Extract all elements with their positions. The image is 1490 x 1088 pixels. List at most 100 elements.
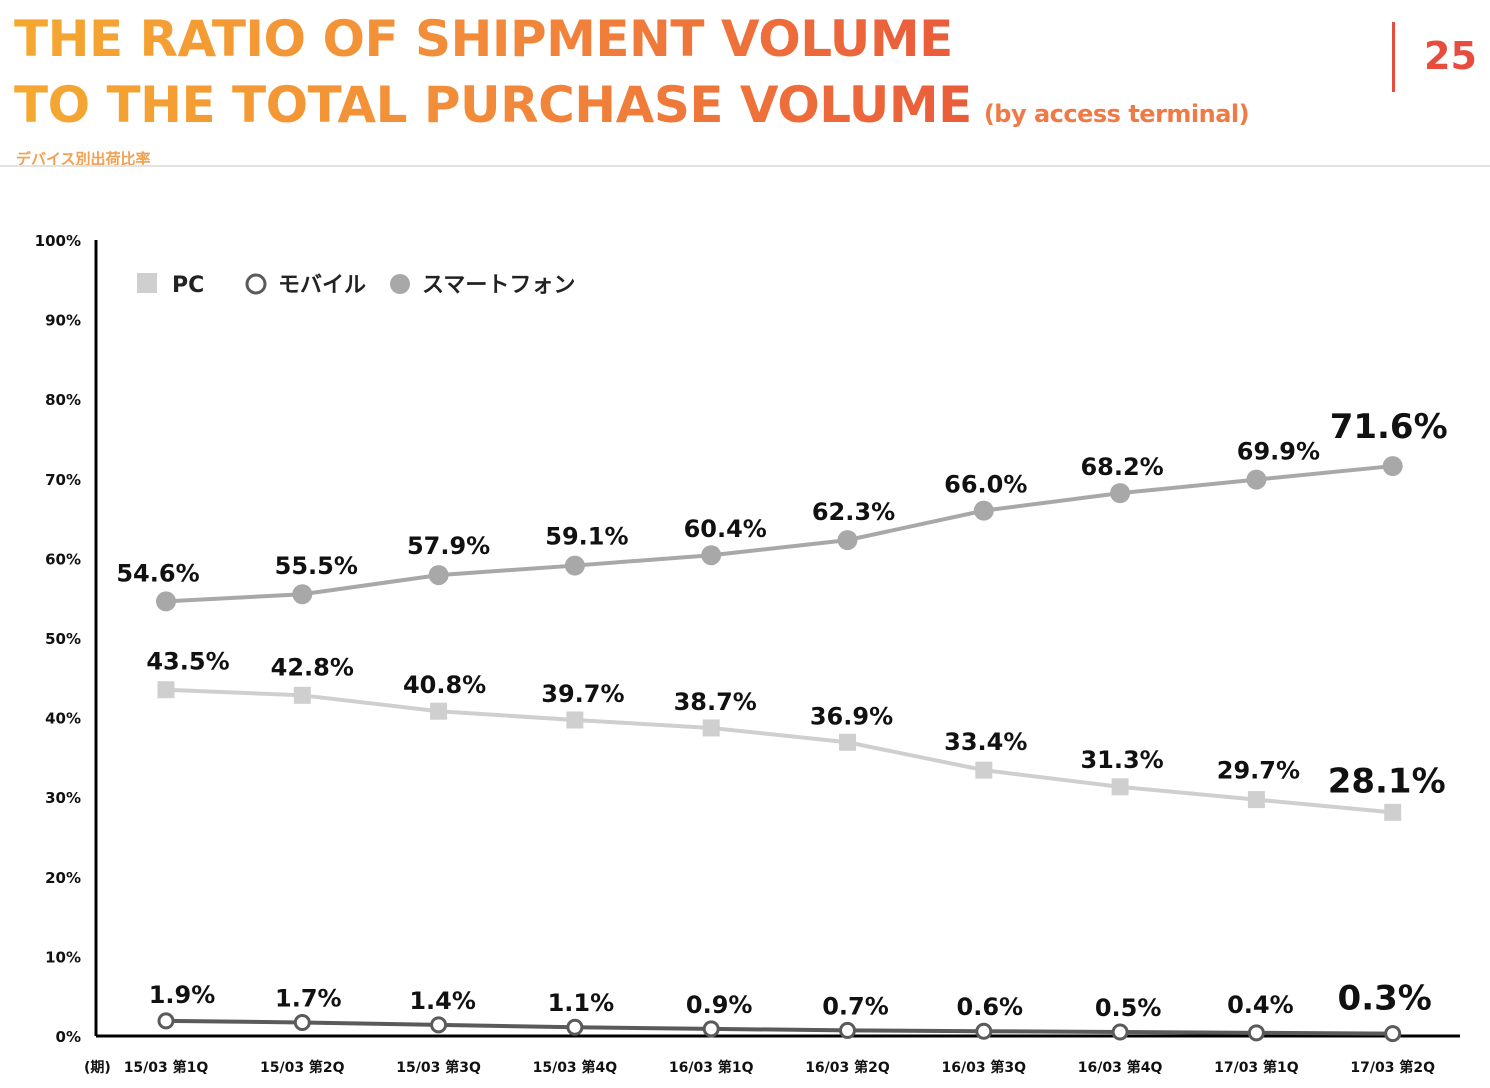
data-point-pc [1247, 791, 1265, 809]
data-label-pc: 39.7% [541, 680, 624, 708]
data-point-pc [839, 733, 856, 751]
x-tick-label: 15/03 第2Q [260, 1059, 345, 1076]
legend-mobile-icon [245, 273, 267, 295]
chart-axes [94, 240, 1460, 1038]
legend-pc-icon [137, 273, 157, 293]
y-tick-label: 10% [45, 948, 81, 966]
data-point-mobile [1111, 1023, 1129, 1041]
data-point-smartphone [1382, 456, 1403, 477]
data-label-pc: 33.4% [944, 728, 1027, 756]
data-point-smartphone [701, 545, 722, 566]
data-point-smartphone [156, 591, 176, 612]
x-tick-label: 17/03 第1Q [1214, 1059, 1299, 1076]
data-label-mobile: 1.9% [149, 981, 216, 1009]
x-axis-prefix: (期) [84, 1060, 111, 1076]
y-tick-label: 30% [45, 789, 81, 807]
data-point-mobile [702, 1020, 720, 1038]
data-point-pc [1111, 778, 1129, 796]
data-point-pc [702, 719, 720, 737]
data-label-smartphone: 66.0% [944, 471, 1027, 499]
japanese-subtitle: デバイス別出荷比率 [16, 150, 151, 168]
data-label-mobile: 0.3% [1338, 979, 1432, 1019]
y-tick-label: 70% [45, 471, 81, 489]
data-label-pc: 36.9% [810, 702, 893, 730]
page-subtitle: (by access terminal) [983, 100, 1250, 128]
data-point-mobile [975, 1022, 993, 1040]
data-label-pc: 31.3% [1080, 746, 1163, 774]
data-labels: 43.5% 42.8% 40.8% 39.7% 38.7% 36.9% 33.4% 31.3%… [116, 407, 1447, 1022]
data-label-mobile: 1.7% [275, 984, 342, 1012]
page-title-line-2: TO THE TOTAL PURCHASE VOLUME (by access t… [14, 80, 1250, 130]
data-point-smartphone [973, 500, 994, 521]
data-label-smartphone: 57.9% [407, 532, 490, 560]
data-label-smartphone: 62.3% [812, 498, 895, 526]
data-point-pc [157, 681, 175, 699]
data-label-pc: 42.8% [271, 653, 354, 681]
data-point-smartphone [428, 565, 449, 586]
data-label-mobile: 1.1% [548, 989, 615, 1017]
x-tick-labels: (期) 15/03 第1Q 15/03 第2Q 15/03 第3Q 15/03 第4Q 1… [84, 1059, 1435, 1076]
series-line-mobile [165, 1018, 1393, 1036]
data-point-mobile [566, 1018, 584, 1036]
data-label-mobile: 1.4% [409, 987, 476, 1015]
x-tick-label: 15/03 第4Q [533, 1059, 618, 1076]
data-label-smartphone: 54.6% [116, 559, 199, 587]
data-point-mobile [1247, 1024, 1265, 1042]
data-point-smartphone [837, 530, 858, 551]
data-point-smartphone [1110, 483, 1131, 504]
y-tick-label: 0% [56, 1028, 81, 1046]
x-tick-label: 15/03 第3Q [396, 1059, 481, 1076]
page-number-separator [1392, 22, 1395, 92]
x-tick-label: 17/03 第2Q [1350, 1059, 1435, 1076]
data-point-smartphone [292, 584, 313, 605]
data-point-pc [293, 686, 311, 704]
page-number: 25 [1424, 34, 1477, 78]
data-label-smartphone: 71.6% [1330, 407, 1448, 447]
data-label-pc: 38.7% [674, 688, 757, 716]
data-label-smartphone: 69.9% [1237, 438, 1320, 466]
legend-smartphone-icon [390, 274, 410, 294]
y-tick-label: 40% [45, 710, 81, 728]
header-divider [0, 165, 1490, 167]
y-tick-label: 90% [45, 312, 81, 330]
series-line-pc [165, 687, 1393, 815]
series-markers [156, 456, 1403, 1043]
data-label-smartphone: 55.5% [275, 552, 358, 580]
data-point-mobile [839, 1021, 856, 1039]
data-point-mobile [293, 1013, 311, 1031]
y-tick-label: 20% [45, 869, 81, 887]
data-label-smartphone: 59.1% [545, 523, 628, 551]
data-label-pc: 28.1% [1328, 761, 1446, 801]
data-label-pc: 43.5% [146, 648, 229, 676]
data-point-smartphone [564, 555, 585, 576]
legend-pc-label: PC [172, 273, 204, 298]
y-tick-labels: 0% 10% 20% 30% 40% 50% 60% 70% 80% 90% 100% [35, 232, 81, 1046]
y-tick-label: 80% [45, 391, 81, 409]
data-label-mobile: 0.4% [1227, 991, 1294, 1019]
x-tick-label: 16/03 第1Q [669, 1059, 754, 1076]
data-label-mobile: 0.7% [822, 992, 889, 1020]
data-point-mobile [157, 1012, 175, 1030]
data-point-smartphone [1246, 469, 1267, 490]
data-label-mobile: 0.5% [1095, 994, 1162, 1022]
data-point-mobile [1384, 1025, 1402, 1043]
y-tick-label: 50% [45, 630, 81, 648]
chart-legend: PC モバイル スマートフォン [137, 273, 575, 298]
x-tick-label: 16/03 第4Q [1078, 1059, 1163, 1076]
data-label-pc: 40.8% [403, 671, 486, 699]
y-tick-label: 100% [35, 232, 81, 250]
data-label-smartphone: 60.4% [684, 515, 767, 543]
data-label-smartphone: 68.2% [1080, 453, 1163, 481]
legend-mobile-label: モバイル [278, 273, 366, 298]
y-tick-label: 60% [45, 550, 81, 568]
data-point-mobile [430, 1016, 448, 1034]
data-point-pc [1384, 803, 1402, 821]
legend-smartphone-label: スマートフォン [422, 273, 575, 298]
page-title-line-1: THE RATIO OF SHIPMENT VOLUME [14, 10, 953, 68]
data-label-pc: 29.7% [1217, 757, 1300, 785]
data-label-mobile: 0.6% [957, 993, 1024, 1021]
series-line-smartphone [165, 464, 1393, 604]
data-point-pc [430, 702, 448, 720]
x-tick-label: 16/03 第3Q [941, 1059, 1026, 1076]
